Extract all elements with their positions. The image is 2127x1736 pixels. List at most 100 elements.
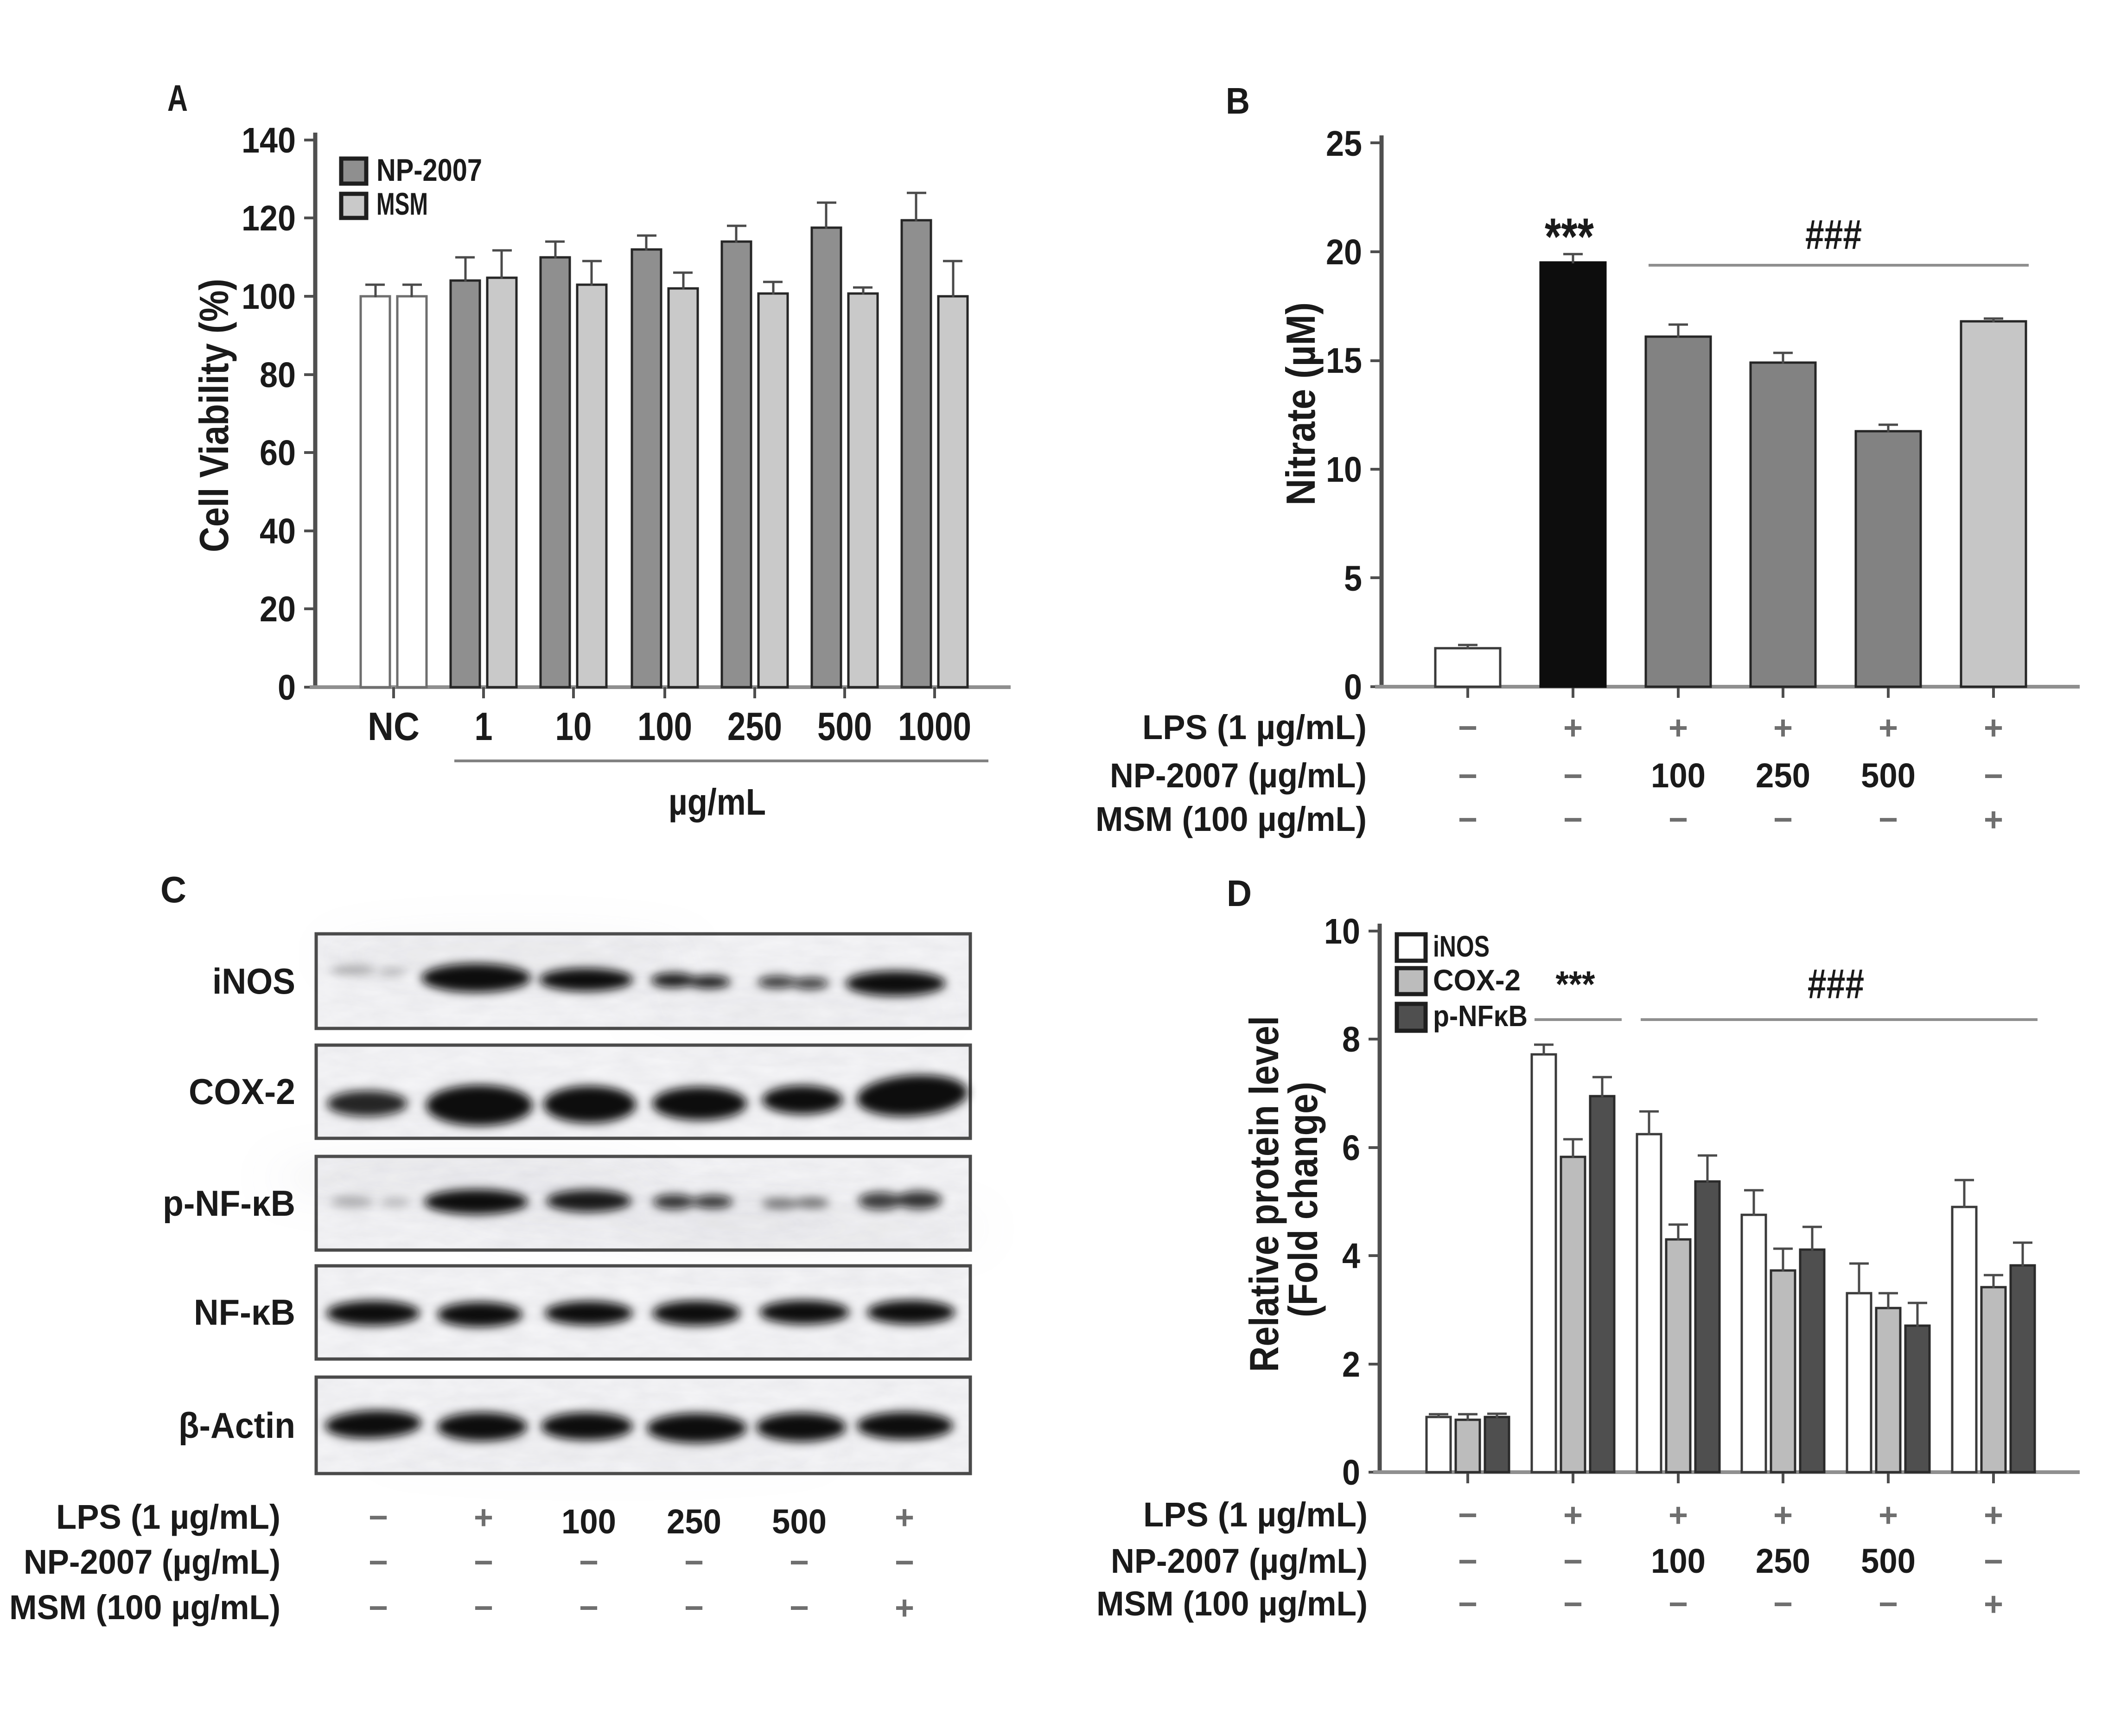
svg-text:+: + (1984, 1586, 2003, 1623)
svg-text:iNOS: iNOS (1433, 930, 1490, 963)
svg-text:iNOS: iNOS (212, 961, 295, 1002)
svg-text:250: 250 (1756, 1542, 1810, 1580)
svg-text:NF-κB: NF-κB (194, 1292, 295, 1333)
svg-text:−: − (579, 1589, 599, 1627)
svg-text:40: 40 (260, 511, 296, 551)
svg-text:−: − (369, 1544, 388, 1581)
svg-text:−: − (1458, 758, 1477, 795)
svg-text:−: − (369, 1589, 388, 1627)
svg-text:25: 25 (1326, 124, 1362, 164)
svg-text:60: 60 (260, 433, 296, 473)
svg-text:###: ### (1808, 961, 1864, 1008)
svg-text:250: 250 (667, 1502, 721, 1541)
svg-text:−: − (1563, 1586, 1583, 1623)
svg-text:−: − (474, 1544, 493, 1581)
svg-text:LPS (1 µg/mL): LPS (1 µg/mL) (1142, 708, 1367, 747)
svg-text:−: − (1563, 801, 1583, 838)
svg-text:−: − (790, 1544, 809, 1581)
svg-text:−: − (790, 1589, 809, 1627)
svg-text:−: − (1563, 1543, 1583, 1580)
svg-text:NP-2007 (µg/mL): NP-2007 (µg/mL) (1111, 1542, 1368, 1580)
svg-text:(Fold change): (Fold change) (1280, 1082, 1326, 1317)
svg-text:120: 120 (242, 198, 296, 238)
svg-text:500: 500 (772, 1502, 827, 1541)
svg-text:−: − (684, 1589, 704, 1627)
svg-text:µg/mL: µg/mL (669, 781, 766, 823)
svg-text:20: 20 (260, 589, 296, 629)
svg-text:+: + (1879, 709, 1898, 747)
svg-text:100: 100 (637, 705, 692, 749)
svg-text:100: 100 (1651, 756, 1706, 795)
svg-text:MSM (100 µg/mL): MSM (100 µg/mL) (1096, 1584, 1368, 1623)
svg-text:−: − (1984, 1543, 2003, 1580)
svg-text:p-NFκB: p-NFκB (1433, 999, 1528, 1033)
svg-text:COX-2: COX-2 (189, 1071, 295, 1112)
svg-text:500: 500 (1861, 756, 1916, 795)
svg-text:8: 8 (1342, 1020, 1360, 1059)
svg-text:250: 250 (1756, 756, 1810, 795)
svg-text:0: 0 (1342, 1453, 1360, 1493)
svg-text:###: ### (1805, 212, 1862, 258)
svg-text:B: B (1226, 80, 1250, 121)
svg-text:−: − (474, 1589, 493, 1627)
svg-text:+: + (1668, 1497, 1688, 1534)
svg-text:NC: NC (368, 705, 420, 749)
svg-text:−: − (1668, 1586, 1688, 1623)
svg-text:C: C (160, 869, 186, 910)
svg-text:100: 100 (242, 277, 296, 317)
svg-text:***: *** (1556, 964, 1596, 1005)
svg-text:+: + (1984, 801, 2003, 838)
svg-text:−: − (1458, 1543, 1477, 1580)
svg-text:+: + (1563, 1497, 1583, 1534)
svg-text:+: + (1668, 709, 1688, 747)
svg-text:500: 500 (817, 705, 872, 749)
svg-text:−: − (579, 1544, 599, 1581)
svg-text:−: − (1773, 1586, 1793, 1623)
svg-text:80: 80 (260, 355, 296, 395)
svg-text:−: − (1458, 709, 1477, 747)
svg-text:−: − (369, 1499, 388, 1536)
svg-text:−: − (1458, 1586, 1477, 1623)
svg-text:2: 2 (1342, 1345, 1360, 1385)
svg-text:Cell Viability (%): Cell Viability (%) (191, 279, 237, 552)
svg-text:−: − (1984, 758, 2003, 795)
svg-text:10: 10 (555, 705, 592, 749)
svg-text:1000: 1000 (898, 705, 971, 749)
svg-text:LPS (1 µg/mL): LPS (1 µg/mL) (1143, 1495, 1368, 1534)
svg-text:10: 10 (1324, 912, 1360, 951)
svg-text:+: + (474, 1499, 493, 1536)
svg-text:MSM: MSM (376, 186, 428, 222)
svg-text:NP-2007 (µg/mL): NP-2007 (µg/mL) (1110, 756, 1367, 795)
svg-text:+: + (895, 1499, 914, 1536)
svg-text:−: − (1773, 801, 1793, 838)
svg-text:+: + (1773, 1497, 1793, 1534)
svg-text:5: 5 (1344, 559, 1362, 599)
svg-text:+: + (1984, 1497, 2003, 1534)
svg-text:MSM (100 µg/mL): MSM (100 µg/mL) (1095, 800, 1367, 838)
svg-text:250: 250 (727, 705, 782, 749)
svg-text:−: − (1563, 758, 1583, 795)
svg-text:500: 500 (1861, 1542, 1916, 1580)
svg-text:−: − (1668, 801, 1688, 838)
svg-text:+: + (1563, 709, 1583, 747)
svg-text:6: 6 (1342, 1128, 1360, 1168)
svg-text:Nitrate (µM): Nitrate (µM) (1278, 302, 1324, 505)
svg-text:NP-2007: NP-2007 (376, 153, 482, 188)
svg-text:15: 15 (1326, 341, 1362, 381)
svg-text:4: 4 (1342, 1236, 1360, 1276)
svg-text:D: D (1227, 873, 1252, 914)
svg-text:100: 100 (1651, 1542, 1706, 1580)
svg-text:β-Actin: β-Actin (178, 1405, 295, 1446)
svg-text:NP-2007 (µg/mL): NP-2007 (µg/mL) (24, 1543, 280, 1581)
svg-text:0: 0 (1344, 667, 1362, 707)
svg-text:+: + (1773, 709, 1793, 747)
svg-text:COX-2: COX-2 (1433, 964, 1521, 997)
svg-text:+: + (1879, 1497, 1898, 1534)
svg-text:−: − (684, 1544, 704, 1581)
svg-text:140: 140 (242, 121, 296, 160)
svg-text:+: + (895, 1589, 914, 1627)
svg-text:p-NF-κB: p-NF-κB (163, 1183, 295, 1224)
svg-text:−: − (1458, 801, 1477, 838)
svg-text:+: + (1984, 709, 2003, 747)
svg-text:1: 1 (475, 705, 493, 749)
